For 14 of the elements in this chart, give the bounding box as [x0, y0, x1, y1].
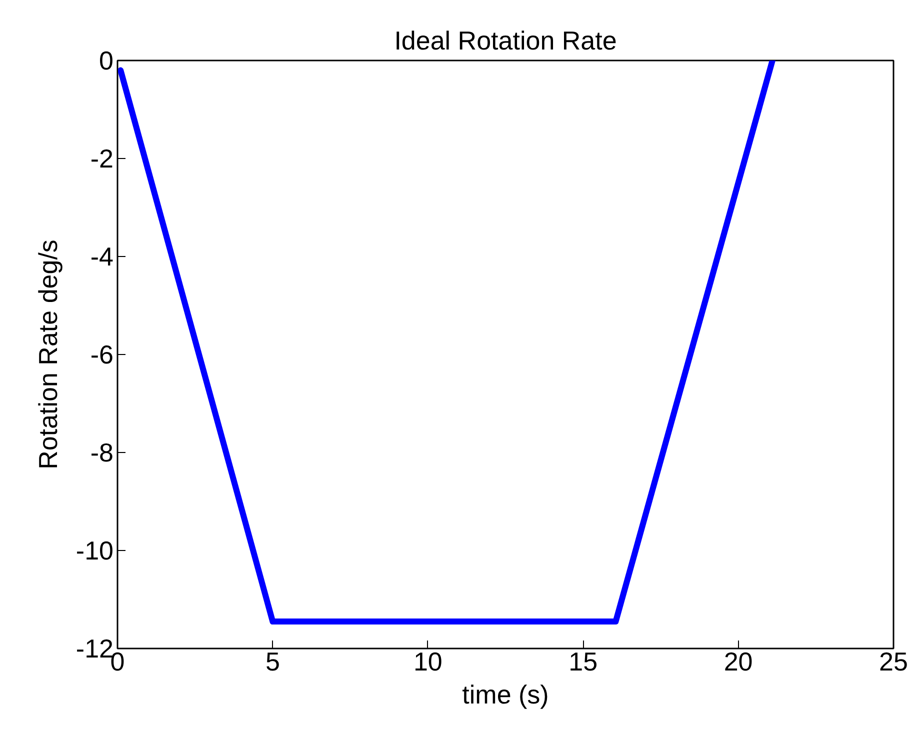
x-tick-label: 10 — [413, 646, 442, 676]
x-tick-label: 20 — [724, 646, 753, 676]
x-tick-label: 25 — [879, 646, 908, 676]
y-tick-label: -2 — [90, 144, 114, 174]
y-tick-label: 0 — [99, 46, 114, 76]
chart-title: Ideal Rotation Rate — [394, 26, 617, 56]
x-tick-label: 15 — [568, 646, 598, 676]
x-axis-title: time (s) — [462, 680, 549, 710]
x-tick-label: 5 — [265, 646, 280, 676]
y-tick-label: -8 — [90, 438, 114, 468]
y-tick-label: -4 — [90, 242, 114, 272]
y-tick-label: -6 — [90, 340, 114, 370]
y-tick-label: -10 — [76, 536, 114, 566]
y-axis-title: Rotation Rate deg/s — [32, 240, 63, 470]
